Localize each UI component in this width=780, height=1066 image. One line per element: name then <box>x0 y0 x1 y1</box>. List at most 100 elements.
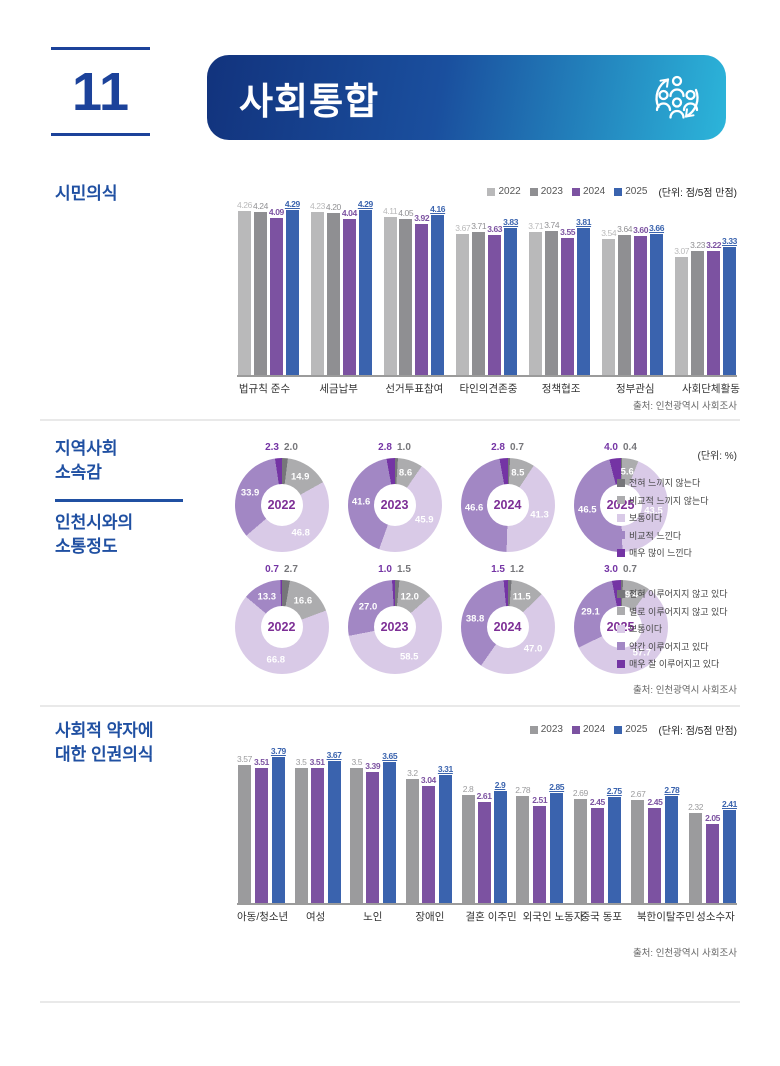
bar-group: 3.71 3.74 3.55 3.81 <box>528 217 591 375</box>
page-number-bottom-rule <box>51 133 150 136</box>
bar-column: 3.67 <box>327 750 342 903</box>
donut-legend-belonging: 전혀 느끼지 않는다 비교적 느끼지 않는다 보통이다 비교적 느낀다 매우 많이 느낀… <box>617 476 709 564</box>
bar <box>504 228 518 375</box>
section3-title: 사회적 약자에 대한 인권의식 <box>55 721 154 764</box>
x-category-label: 북한이탈주민 <box>636 911 695 923</box>
legend-year-label: 2023 <box>540 186 563 197</box>
bar <box>310 212 324 375</box>
bar <box>383 762 397 903</box>
bar-value-label: 2.69 <box>572 788 588 798</box>
bar-column: 3.64 <box>617 224 633 375</box>
bar <box>366 772 380 903</box>
donut-ring: 2023 8.6 45.9 41.6 <box>347 458 442 552</box>
donut-year-label: 2024 <box>493 620 522 634</box>
slice-value-label: 13.3 <box>257 591 277 603</box>
bar <box>461 795 475 903</box>
bar-value-label: 2.32 <box>688 802 704 812</box>
bar <box>493 791 507 903</box>
small-slice-value: 2.7 <box>284 564 298 575</box>
donut-ring: 2024 11.5 47.0 38.8 <box>460 580 555 674</box>
bar <box>237 211 251 375</box>
legend-item: 전혀 느끼지 않는다 <box>617 476 709 489</box>
bar-value-label: 3.71 <box>528 221 544 231</box>
donut-hole: 2022 <box>260 484 303 526</box>
bar-column: 3.04 <box>421 775 436 903</box>
donut-row-belonging: 2.3 2.0 2022 14.9 46.8 33.9 2.8 1.0 2023 8.6 45.9 4… <box>225 441 677 552</box>
bar-column: 2.8 <box>461 784 475 903</box>
legend-color-chip <box>617 548 625 557</box>
legend-year-label: 2023 <box>540 724 563 735</box>
bar-column: 3.5 <box>294 757 308 903</box>
legend-item: 보통이다 <box>617 511 709 524</box>
x-category-label: 아동/청소년 <box>237 911 289 923</box>
chart1-category-labels: 법규칙 준수 세금납부 선거투표참여 타인의견존중 정책협조 정부관심 사회단체활동 <box>237 381 740 396</box>
bar <box>383 217 397 375</box>
bar-column: 3.57 <box>237 754 252 903</box>
bar-column: 3.07 <box>674 246 690 375</box>
bar-value-label: 2.45 <box>589 797 605 807</box>
donut-ring: 2022 14.9 46.8 33.9 <box>234 458 329 552</box>
bar-value-label: 4.26 <box>237 200 252 210</box>
bar-value-label: 4.11 <box>382 206 398 216</box>
donut-2024: 1.5 1.2 2024 11.5 47.0 38.8 <box>451 563 564 674</box>
bar-value-label: 3.81 <box>576 217 592 227</box>
slice-value-label: 33.9 <box>240 487 260 499</box>
bar-value-label: 4.16 <box>430 204 446 214</box>
bar <box>285 210 299 375</box>
bar <box>545 231 559 375</box>
bar-value-label: 2.78 <box>664 785 680 795</box>
bar-column: 2.51 <box>532 795 548 903</box>
donut-2022: 0.7 2.7 2022 16.6 66.8 13.3 <box>225 563 338 674</box>
bar <box>618 235 632 375</box>
slice-value-label: 46.8 <box>291 527 310 538</box>
bar <box>399 219 413 375</box>
bar-column: 3.71 <box>471 221 487 375</box>
legend-color-chip <box>617 659 625 668</box>
bar-value-label: 2.51 <box>532 795 548 805</box>
legend-color-chip <box>617 607 625 615</box>
bar-value-label: 4.05 <box>398 208 414 218</box>
small-slice-value: 1.5 <box>491 564 505 575</box>
bar-column: 2.05 <box>705 813 720 903</box>
donut-hole: 2022 <box>260 606 303 648</box>
x-category-label: 선거투표참여 <box>385 383 444 395</box>
donut-hole: 2024 <box>486 484 529 526</box>
donut-year-label: 2023 <box>380 498 409 512</box>
bar-value-label: 2.45 <box>647 797 663 807</box>
bar <box>271 757 285 903</box>
slice-value-label: 58.5 <box>399 651 419 663</box>
slice-value-label: 14.9 <box>290 471 310 483</box>
slice-value-label: 45.9 <box>415 514 434 526</box>
small-slice-value: 2.8 <box>491 442 505 453</box>
legend-item: 전혀 이루어지지 않고 있다 <box>617 587 728 600</box>
bar <box>415 224 429 375</box>
small-slice-value: 1.0 <box>397 442 411 453</box>
donut-2022: 2.3 2.0 2022 14.9 46.8 33.9 <box>225 441 338 552</box>
small-slice-value: 4.0 <box>604 442 618 453</box>
bar-column: 2.9 <box>493 780 507 903</box>
bar-column: 3.83 <box>503 217 518 375</box>
slice-value-label: 43.5 <box>644 505 663 517</box>
donut-hole: 2023 <box>373 484 416 526</box>
donut-year-label: 2022 <box>267 620 296 634</box>
slice-value-label: 57.7 <box>632 647 652 659</box>
slice-value-label: 66.8 <box>266 654 286 666</box>
bar <box>706 824 720 903</box>
separator-3 <box>40 1001 740 1003</box>
bar-value-label: 2.67 <box>630 789 646 799</box>
bar <box>533 806 547 903</box>
bar-value-label: 4.29 <box>284 199 300 209</box>
bar-value-label: 2.61 <box>476 791 492 801</box>
bar-column: 3.39 <box>365 761 381 903</box>
bar-value-label: 4.04 <box>341 208 357 218</box>
bar-plot: 4.26 4.24 4.09 4.29 4.23 4.20 4.04 4.29 4.11 4.05… <box>237 199 737 375</box>
bar-value-label: 4.20 <box>325 202 341 212</box>
x-category-label: 외국인 노동자 <box>522 911 584 923</box>
legend-item: 2024 <box>571 724 605 735</box>
bar-column: 3.5 <box>350 757 364 903</box>
bar <box>648 808 662 903</box>
donut-small-value-labels: 3.0 0.7 <box>604 563 637 576</box>
donut-small-value-labels: 2.3 2.0 <box>265 441 298 454</box>
bar-value-label: 4.23 <box>309 201 325 211</box>
x-category-label: 사회단체활동 <box>681 383 740 395</box>
